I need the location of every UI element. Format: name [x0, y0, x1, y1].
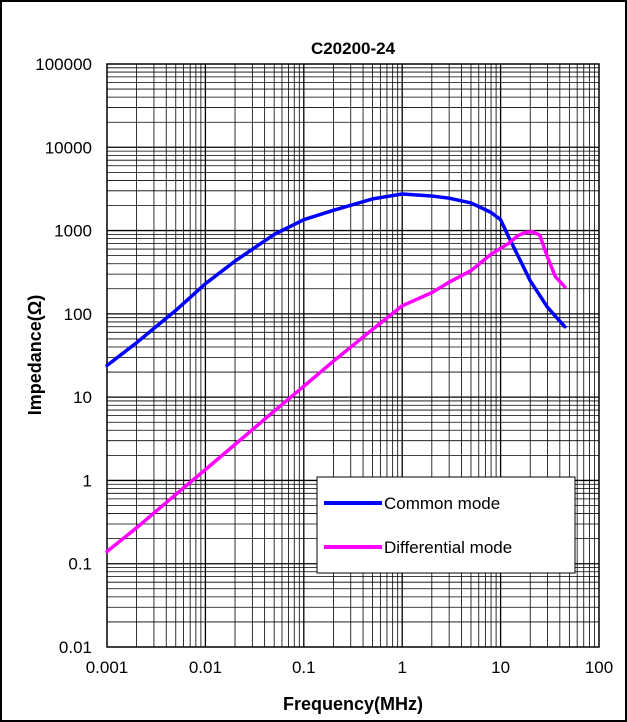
y-tick-label: 0.01 — [59, 638, 92, 657]
x-tick-label: 0.1 — [292, 658, 316, 677]
x-tick-label: 0.01 — [189, 658, 222, 677]
chart-title: C20200-24 — [311, 39, 396, 58]
series-lines — [105, 192, 567, 554]
y-tick-label: 100 — [64, 305, 92, 324]
legend: Common mode Differential mode — [316, 476, 576, 574]
y-tick-label: 10000 — [45, 138, 92, 157]
series-line-common-mode — [105, 192, 567, 368]
y-tick-label: 1000 — [54, 222, 92, 241]
legend-label-differential-mode: Differential mode — [384, 538, 512, 557]
y-tick-label: 0.1 — [68, 555, 92, 574]
y-tick-label: 1 — [83, 471, 92, 490]
y-tick-labels: 0.01 0.1 1 10 100 1000 10000 100000 — [35, 55, 92, 657]
series-line-differential-mode — [105, 229, 567, 554]
x-tick-labels: 0.001 0.01 0.1 1 10 100 — [86, 658, 613, 677]
y-axis-label: Impedance(Ω) — [25, 295, 45, 415]
x-tick-label: 1 — [397, 658, 406, 677]
y-tick-label: 10 — [73, 388, 92, 407]
y-tick-label: 100000 — [35, 55, 92, 74]
x-axis-label: Frequency(MHz) — [283, 694, 423, 714]
x-tick-label: 0.001 — [86, 658, 129, 677]
x-tick-label: 10 — [491, 658, 510, 677]
x-tick-label: 100 — [585, 658, 613, 677]
legend-box — [316, 476, 576, 574]
legend-label-common-mode: Common mode — [384, 494, 500, 513]
plot-area — [106, 63, 600, 648]
